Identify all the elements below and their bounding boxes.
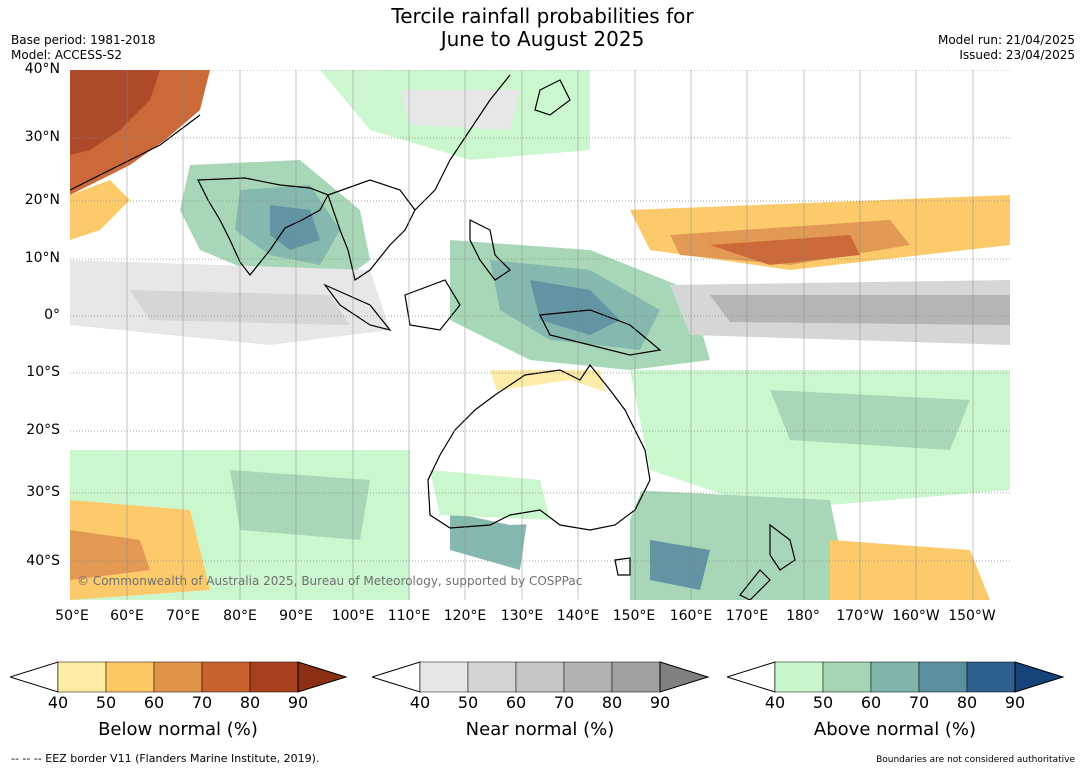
colorbar-cell <box>249 661 299 693</box>
lat-label: 20°S <box>26 422 60 438</box>
australia-outline <box>427 363 651 531</box>
lon-label: 150°E <box>612 608 656 624</box>
new-guinea-outline <box>539 309 662 356</box>
japan-outline <box>534 79 571 116</box>
colorbar-tick: 60 <box>860 693 882 712</box>
colorbar-above-normal <box>727 661 1065 693</box>
model-run: Model run: 21/04/2025 <box>937 33 1075 47</box>
colorbar-tick: 40 <box>764 693 786 712</box>
lon-label: 100°E <box>331 608 375 624</box>
colorbar-tick: 70 <box>553 693 575 712</box>
lat-label: 30°N <box>24 129 60 145</box>
southeast-asia-outline <box>327 179 416 281</box>
colorbar-tick: 60 <box>505 693 527 712</box>
china-coast <box>414 74 511 211</box>
colorbar-tick: 80 <box>956 693 978 712</box>
lon-label: 170°E <box>725 608 769 624</box>
colorbar-tick: 50 <box>95 693 117 712</box>
lat-label: 20°N <box>24 192 60 208</box>
philippines-outline <box>469 219 511 281</box>
meridians <box>126 70 974 600</box>
colorbar-tick: 90 <box>287 693 309 712</box>
colorbar-near-normal <box>372 661 710 693</box>
meta-right: Model run: 21/04/2025 Issued: 23/04/2025 <box>938 33 1075 63</box>
india-outline <box>197 177 329 276</box>
lon-label: 150°W <box>948 608 996 624</box>
colorbar-tick: 40 <box>47 693 69 712</box>
colorbar-cell <box>153 661 203 693</box>
probability-patches <box>70 70 1010 600</box>
lon-label: 170°W <box>836 608 884 624</box>
lon-label: 70°E <box>166 608 200 624</box>
lon-label: 130°E <box>500 608 544 624</box>
lon-label: 140°E <box>556 608 600 624</box>
colorbar-tick: 90 <box>1004 693 1026 712</box>
colorbar-cell <box>774 661 824 693</box>
title-line-1: Tercile rainfall probabilities for <box>391 4 694 28</box>
colorbar-cell <box>918 661 968 693</box>
colorbar-cell <box>57 661 107 693</box>
tasmania-outline <box>614 557 631 576</box>
colorbar-cell <box>611 661 661 693</box>
lon-label: 110°E <box>387 608 431 624</box>
lon-label: 60°E <box>110 608 144 624</box>
lat-label: 30°S <box>26 484 60 500</box>
copyright-notice: © Commonwealth of Australia 2025, Bureau… <box>77 574 583 588</box>
colorbar-tick: 50 <box>457 693 479 712</box>
colorbar-title-above: Above normal (%) <box>813 719 977 740</box>
lon-label: 80°E <box>223 608 257 624</box>
model-name: Model: ACCESS-S2 <box>11 48 123 62</box>
colorbar-arrow <box>1014 661 1065 693</box>
colorbar-tick: 70 <box>191 693 213 712</box>
colorbar-cell <box>870 661 920 693</box>
colorbar-cell <box>201 661 251 693</box>
colorbar-tick: 90 <box>649 693 671 712</box>
sumatra-outline <box>323 283 392 332</box>
boundaries-note: Boundaries are not considered authoritat… <box>876 755 1075 765</box>
lat-label: 40°N <box>24 61 60 77</box>
colorbar-cell <box>822 661 872 693</box>
lon-label: 90°E <box>279 608 313 624</box>
issued-date: Issued: 23/04/2025 <box>959 48 1075 62</box>
colorbar-tick: 80 <box>239 693 261 712</box>
colorbar-cell <box>515 661 565 693</box>
lat-label: 10°N <box>24 250 60 266</box>
colorbar-tick: 40 <box>409 693 431 712</box>
lon-label: 160°E <box>669 608 713 624</box>
colorbar-below-normal <box>10 661 348 693</box>
map-title: Tercile rainfall probabilities for June … <box>0 5 1085 51</box>
lon-label: 180° <box>786 608 820 624</box>
colorbar-cell <box>419 661 469 693</box>
gridlines <box>70 70 1010 562</box>
colorbar-tick: 60 <box>143 693 165 712</box>
colorbar-title-below: Below normal (%) <box>98 719 258 740</box>
lat-label: 40°S <box>26 553 60 569</box>
colorbar-title-near: Near normal (%) <box>465 719 615 740</box>
meta-left: Base period: 1981-2018 Model: ACCESS-S2 <box>11 33 156 63</box>
eez-note: -- -- -- EEZ border V11 (Flanders Marine… <box>11 752 320 765</box>
lat-label: 0° <box>44 307 60 323</box>
lon-label: 120°E <box>443 608 487 624</box>
colorbar-cell <box>966 661 1016 693</box>
lon-label: 50°E <box>55 608 89 624</box>
colorbar-tick: 80 <box>601 693 623 712</box>
rainfall-map <box>70 70 1010 600</box>
colorbar-cell <box>105 661 155 693</box>
colorbar-arrow <box>297 661 348 693</box>
colorbar-cell <box>467 661 517 693</box>
colorbar-arrow <box>659 661 710 693</box>
lon-label: 160°W <box>892 608 940 624</box>
title-line-2: June to August 2025 <box>440 27 645 51</box>
lat-label: 10°S <box>26 364 60 380</box>
colorbar-tick: 50 <box>812 693 834 712</box>
colorbar-cell <box>563 661 613 693</box>
colorbar-tick: 70 <box>908 693 930 712</box>
base-period: Base period: 1981-2018 <box>11 33 156 47</box>
